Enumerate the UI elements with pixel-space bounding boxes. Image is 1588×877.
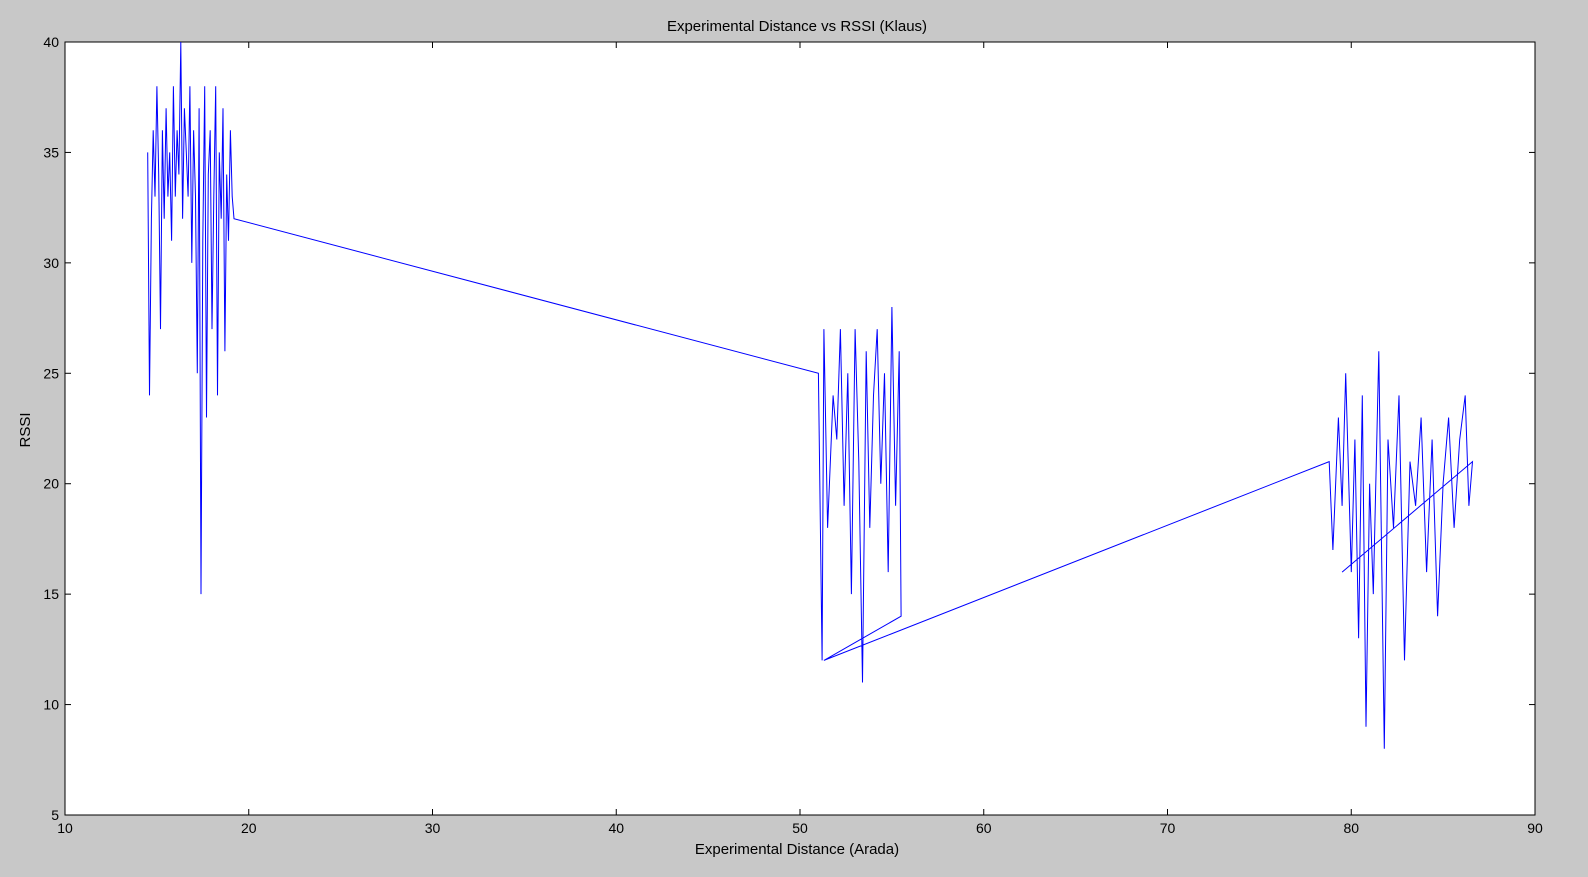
x-tick-label: 60 [976,820,992,836]
plot-area [64,41,1536,816]
y-tick-label: 10 [43,697,59,713]
x-tick-label: 10 [57,820,73,836]
x-tick-label: 50 [792,820,808,836]
y-tick-label: 15 [43,586,59,602]
x-tick-label: 70 [1160,820,1176,836]
x-tick-label: 20 [241,820,257,836]
y-tick-label: 40 [43,34,59,50]
x-tick-label: 40 [608,820,624,836]
y-tick-label: 30 [43,255,59,271]
y-axis-ticks: 5 10 15 20 25 30 35 40 [43,34,1535,823]
y-axis-label: RSSI [17,412,34,447]
x-tick-label: 30 [425,820,441,836]
y-tick-label: 5 [51,807,59,823]
series-group [147,41,1474,749]
y-tick-label: 35 [43,144,59,160]
chart-title: Experimental Distance vs RSSI (Klaus) [667,18,927,35]
y-tick-label: 20 [43,476,59,492]
x-tick-label: 90 [1527,820,1543,836]
x-tick-label: 80 [1343,820,1359,836]
series-line [147,41,1474,749]
y-tick-label: 25 [43,365,59,381]
x-axis-ticks: 10 20 30 40 50 60 70 80 90 [57,42,1543,836]
x-axis-label: Experimental Distance (Arada) [695,841,899,858]
